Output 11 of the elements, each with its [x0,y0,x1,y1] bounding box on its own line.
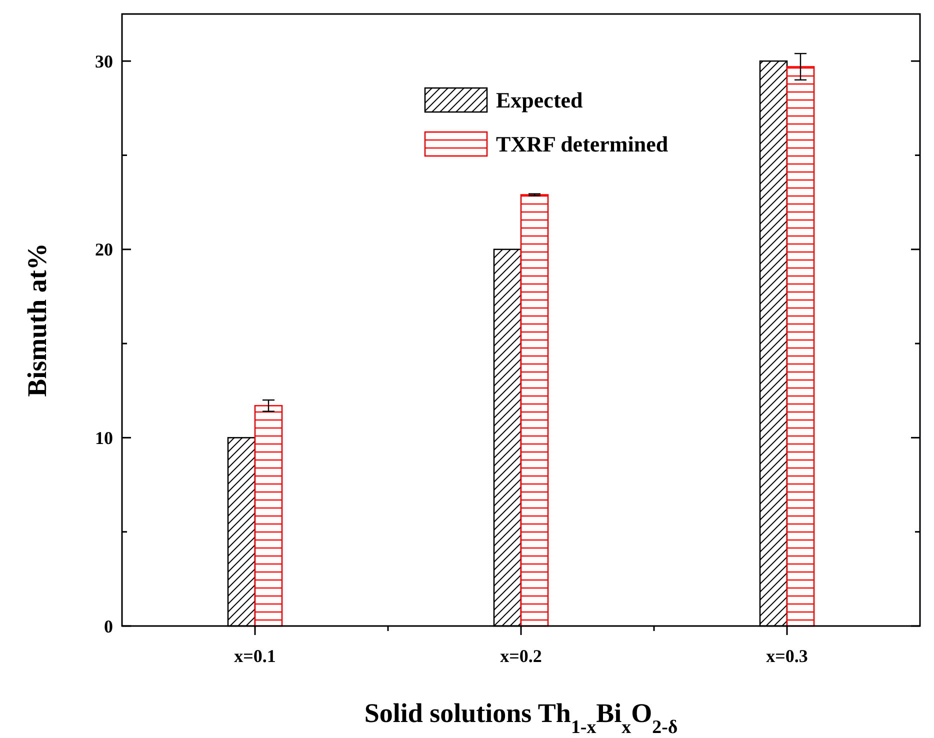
x-axis-title: Solid solutions Th$_{1-x}$Bi$_{x}$O$_{2-δ}$ [364,698,678,738]
y-tick-label: 0 [104,616,113,636]
y-tick-label: 30 [95,51,113,72]
legend-label: TXRF determined [496,132,668,157]
x-tick-label: x=0.3 [766,646,808,666]
legend-label: Expected [496,88,583,113]
y-tick-label: 10 [95,428,113,448]
x-tick-label: x=0.1 [234,646,276,666]
y-axis-title: Bismuth at% [22,243,52,397]
y-tick-label: 20 [95,240,113,260]
x-tick-label: x=0.2 [500,646,542,666]
